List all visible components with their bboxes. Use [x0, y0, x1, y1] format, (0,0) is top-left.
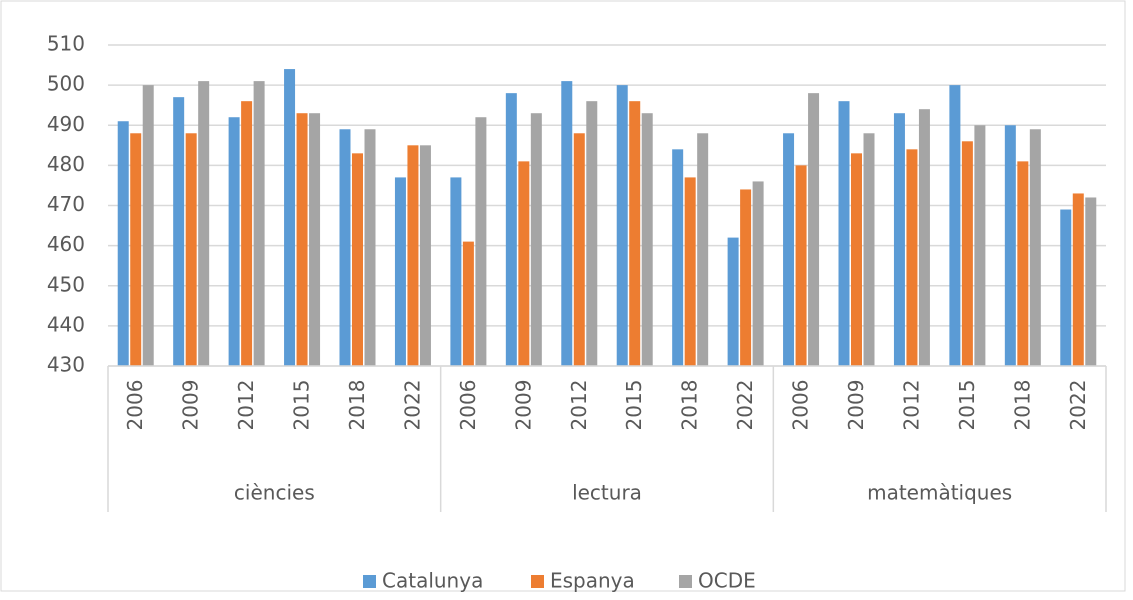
x-tick-label: 2015: [955, 380, 979, 431]
bar: [629, 101, 641, 367]
bar: [117, 121, 129, 366]
y-tick-label: 440: [47, 312, 85, 336]
bar: [1085, 197, 1097, 366]
x-tick-label: 2006: [456, 380, 480, 431]
y-tick-label: 460: [47, 232, 85, 256]
x-tick-label: 2015: [622, 380, 646, 431]
bar: [918, 109, 930, 366]
bar: [173, 97, 185, 366]
group-label: matemàtiques: [867, 481, 1012, 505]
bar: [616, 85, 628, 366]
x-tick-label: 2022: [400, 380, 424, 431]
bar: [1029, 129, 1041, 366]
bar: [185, 133, 197, 366]
legend-swatch: [679, 575, 692, 588]
bar: [130, 133, 142, 366]
bar: [838, 101, 850, 367]
bar: [1072, 193, 1084, 366]
x-tick-label: 2018: [678, 380, 702, 431]
bar: [296, 113, 308, 367]
legend-swatch: [363, 575, 376, 588]
legend-label: Espanya: [550, 569, 635, 593]
bar: [783, 133, 795, 366]
x-tick-label: 2022: [733, 380, 757, 431]
bar: [284, 69, 296, 366]
legend-label: OCDE: [698, 569, 756, 593]
y-tick-label: 500: [47, 72, 85, 96]
legend-swatch: [531, 575, 544, 588]
bar: [518, 161, 530, 366]
bar: [530, 113, 542, 367]
bar: [142, 85, 154, 366]
bar: [1060, 209, 1072, 366]
bar: [949, 85, 961, 366]
bar: [586, 101, 598, 367]
bar: [863, 133, 875, 366]
x-tick-label: 2018: [345, 380, 369, 431]
bar: [364, 129, 376, 366]
bar: [253, 81, 265, 367]
y-tick-label: 430: [47, 353, 85, 377]
bar: [740, 189, 752, 366]
bar: [1017, 161, 1029, 366]
x-tick-label: 2012: [899, 380, 923, 431]
x-tick-label: 2018: [1010, 380, 1034, 431]
bar: [505, 93, 517, 367]
bar: [339, 129, 351, 366]
y-tick-label: 510: [47, 32, 85, 56]
x-tick-label: 2006: [123, 380, 147, 431]
bar: [573, 133, 585, 366]
bar: [795, 165, 807, 366]
bar: [752, 181, 764, 366]
bar: [906, 149, 918, 366]
x-tick-label: 2015: [290, 380, 314, 431]
y-tick-label: 450: [47, 272, 85, 296]
y-tick-label: 470: [47, 192, 85, 216]
bar: [727, 237, 739, 366]
bar: [450, 177, 462, 366]
bar: [462, 241, 474, 366]
bar: [641, 113, 653, 367]
group-label: lectura: [572, 481, 642, 505]
bar: [808, 93, 820, 367]
bar: [419, 145, 431, 366]
bar: [684, 177, 696, 366]
x-tick-label: 2009: [844, 380, 868, 431]
y-tick-label: 480: [47, 152, 85, 176]
bar: [241, 101, 253, 367]
bar: [198, 81, 210, 367]
bar: [1004, 125, 1016, 366]
bar: [352, 153, 363, 366]
x-tick-label: 2006: [789, 380, 813, 431]
bar: [394, 177, 406, 366]
bar: [961, 141, 973, 366]
bar: [407, 145, 419, 366]
bar: [851, 153, 862, 366]
group-label: ciències: [234, 481, 315, 505]
x-tick-label: 2012: [234, 380, 258, 431]
bar: [475, 117, 487, 366]
bar: [228, 117, 240, 366]
bar: [672, 149, 684, 366]
x-tick-label: 2009: [511, 380, 535, 431]
bar: [561, 81, 573, 367]
bar: [697, 133, 709, 366]
bar: [974, 125, 986, 366]
legend-label: Catalunya: [382, 569, 483, 593]
x-tick-label: 2009: [179, 380, 203, 431]
x-tick-label: 2012: [567, 380, 591, 431]
x-tick-label: 2022: [1066, 380, 1090, 431]
bar: [309, 113, 321, 367]
bar: [893, 113, 905, 367]
y-tick-label: 490: [47, 112, 85, 136]
